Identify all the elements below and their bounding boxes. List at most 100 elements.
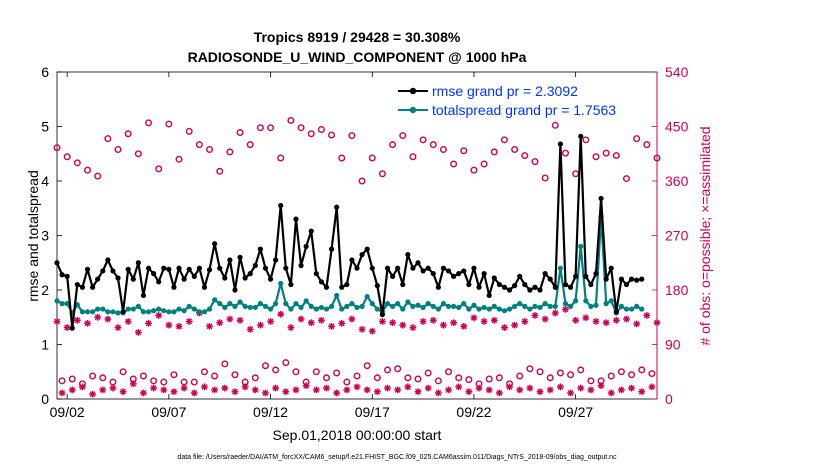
series-point [588, 303, 594, 309]
obs-possible-marker [261, 362, 269, 370]
series-point [84, 266, 91, 272]
series-point [161, 265, 167, 271]
asterisk-stroke [603, 319, 610, 326]
obs-assimilated-marker [612, 316, 620, 324]
series-point [313, 271, 319, 277]
obs-possible-marker [556, 369, 564, 377]
series-point [130, 276, 136, 282]
obs-possible-marker [384, 366, 392, 374]
obs-possible-marker [414, 375, 422, 383]
series-point [562, 301, 569, 307]
obs-possible-marker [541, 174, 549, 182]
asterisk-stroke [333, 390, 340, 396]
series-point [491, 303, 497, 309]
series-point [344, 303, 350, 309]
series-point [115, 310, 121, 316]
series-point [562, 281, 569, 288]
obs-possible-marker [638, 366, 646, 374]
obs-possible-marker [246, 141, 254, 149]
obs-assimilated-marker [221, 384, 229, 392]
series-point [481, 304, 487, 311]
obs-possible-marker [622, 175, 630, 183]
obs-possible-marker [389, 141, 397, 149]
y-tick-label-left: 4 [41, 173, 49, 189]
series-point [323, 306, 330, 312]
obs-possible-marker [495, 374, 503, 382]
obs-assimilated-marker [262, 389, 269, 397]
asterisk-stroke [618, 386, 625, 393]
obs-possible-marker [94, 172, 102, 180]
obs-assimilated-marker [338, 319, 346, 327]
series-point [476, 284, 482, 290]
obs-possible-marker [63, 153, 71, 161]
series-point [420, 268, 426, 274]
series-point [257, 301, 263, 307]
series-point [573, 298, 579, 304]
series-point [339, 284, 345, 290]
obs-possible-marker [511, 146, 519, 154]
series-point [151, 271, 157, 277]
obs-possible-marker [160, 378, 168, 386]
obs-possible-marker [175, 155, 183, 163]
series-point [506, 306, 513, 312]
obs-assimilated-marker [465, 388, 473, 396]
series-point [288, 306, 294, 312]
obs-assimilated-marker [577, 384, 585, 392]
asterisk-stroke [542, 316, 549, 323]
series-point [567, 303, 574, 309]
obs-possible-marker [378, 170, 386, 178]
series-point [623, 306, 630, 312]
obs-assimilated-marker [89, 390, 96, 398]
obs-assimilated-marker [282, 388, 290, 396]
series-point [176, 306, 182, 312]
series-point [278, 202, 284, 209]
series-point [110, 268, 116, 274]
obs-possible-marker [419, 136, 427, 144]
obs-assimilated-marker [404, 383, 412, 391]
right-axis: 0 90 180 270 360 450 540 [652, 64, 689, 407]
asterisk-stroke [226, 316, 233, 323]
asterisk-stroke [140, 390, 147, 396]
obs-assimilated-marker [84, 319, 91, 327]
series-point [328, 303, 335, 309]
series-point [201, 284, 208, 290]
obs-assimilated-marker [623, 315, 630, 323]
asterisk-stroke [130, 380, 137, 387]
obs-possible-marker [643, 141, 651, 149]
series-point [456, 271, 462, 277]
obs-possible-marker [480, 160, 488, 168]
obs-possible-marker [373, 374, 381, 382]
series-point [74, 281, 80, 288]
obs-assimilated-marker [445, 386, 452, 394]
series-point [349, 301, 355, 307]
obs-assimilated-marker [394, 386, 402, 394]
obs-possible-marker [409, 153, 417, 161]
asterisk-stroke [557, 383, 564, 390]
series-point [161, 308, 167, 314]
obs-assimilated-marker [348, 315, 356, 323]
asterisk-stroke [54, 318, 60, 325]
obs-assimilated-marker [379, 318, 386, 325]
series-point [557, 141, 563, 147]
obs-assimilated-marker [241, 383, 249, 391]
obs-possible-marker [439, 146, 447, 154]
series-point [145, 265, 152, 271]
asterisk-stroke [277, 311, 284, 318]
obs-assimilated-marker [119, 388, 127, 396]
obs-assimilated-marker [480, 318, 488, 325]
obs-assimilated-marker [180, 384, 188, 392]
series-point [176, 265, 182, 271]
series-point [89, 309, 96, 315]
asterisk-stroke [450, 319, 457, 326]
series-point [451, 303, 457, 309]
obs-assimilated-marker [531, 312, 539, 319]
obs-assimilated-marker [562, 305, 569, 313]
series-point [273, 257, 279, 263]
asterisk-stroke [491, 317, 498, 324]
series-point [89, 284, 96, 290]
obs-assimilated-marker [648, 383, 656, 391]
series-point [506, 287, 513, 293]
series-point [171, 284, 177, 290]
series-point [54, 260, 60, 266]
series-point [476, 306, 482, 312]
